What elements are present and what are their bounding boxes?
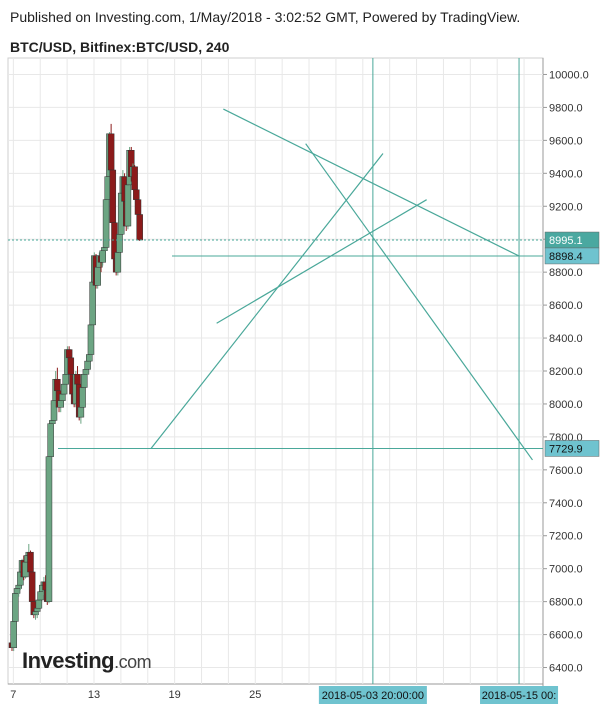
date-label-box — [480, 686, 559, 704]
candle-body — [45, 456, 53, 602]
y-tick-label: 10000.0 — [549, 69, 589, 81]
chart-header: Published on Investing.com, 1/May/2018 -… — [10, 8, 520, 56]
y-tick-label: 8400.0 — [549, 333, 583, 345]
logo-suffix: .com — [114, 652, 152, 672]
x-tick-label: 13 — [88, 689, 100, 701]
y-tick-label: 7400.0 — [549, 498, 583, 510]
y-tick-label: 6600.0 — [549, 630, 583, 642]
price-level-label: 7729.9 — [549, 443, 583, 455]
y-tick-label: 7000.0 — [549, 564, 583, 576]
y-tick-label: 9200.0 — [549, 201, 583, 213]
price-level-box — [544, 440, 600, 457]
trend-line[interactable] — [150, 153, 384, 449]
candle-body — [134, 199, 142, 215]
price-level-label: 8898.4 — [549, 251, 583, 263]
y-tick-label: 8000.0 — [549, 399, 583, 411]
date-label: 2018-05-03 20:00:00 — [322, 690, 424, 702]
y-tick-label: 8600.0 — [549, 300, 583, 312]
y-tick-label: 9600.0 — [549, 135, 583, 147]
symbol-title: BTC/USD, Bitfinex:BTC/USD, 240 — [10, 39, 230, 55]
y-tick-label: 9800.0 — [549, 102, 583, 114]
y-tick-label: 7200.0 — [549, 531, 583, 543]
price-level-box — [544, 247, 600, 265]
y-tick-label: 6800.0 — [549, 597, 583, 609]
trend-line[interactable] — [223, 108, 520, 257]
trend-line[interactable] — [216, 199, 427, 324]
date-label: 2018-05-15 00: — [482, 690, 557, 702]
candle-body — [87, 324, 95, 355]
y-tick-label: 9400.0 — [549, 168, 583, 180]
x-tick-label: 25 — [249, 689, 261, 701]
candle-body — [107, 133, 115, 171]
candle-body — [136, 214, 143, 241]
x-tick-label: 7 — [10, 689, 16, 701]
logo-text: Investing — [22, 648, 115, 673]
candle-body — [124, 184, 132, 227]
published-line: Published on Investing.com, 1/May/2018 -… — [10, 9, 521, 25]
candle-body — [109, 169, 117, 223]
date-label-box — [318, 686, 427, 704]
candle-body — [28, 571, 36, 602]
y-tick-label: 7600.0 — [549, 465, 583, 477]
price-level-label: 8995.1 — [549, 235, 583, 247]
y-tick-label: 8800.0 — [549, 267, 583, 279]
x-tick-label: 19 — [169, 689, 181, 701]
trend-line[interactable] — [305, 143, 533, 461]
investing-logo: Investing.com — [22, 648, 152, 674]
candle-body — [27, 551, 34, 573]
y-tick-label: 6400.0 — [549, 663, 583, 675]
y-tick-label: 8200.0 — [549, 366, 583, 378]
